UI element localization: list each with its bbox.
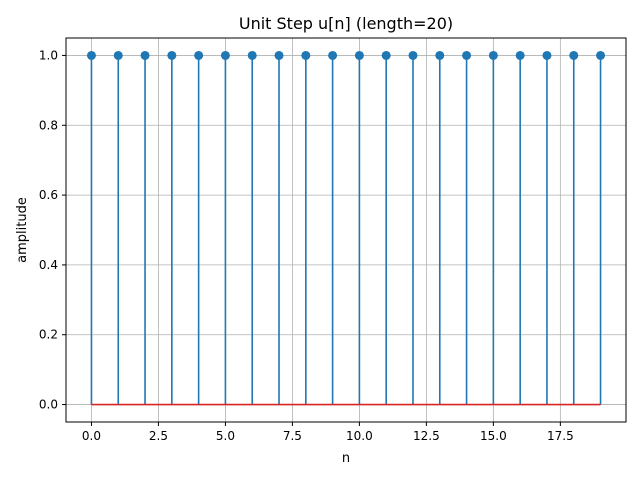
x-tick-label: 0.0	[82, 429, 101, 443]
stem-marker	[435, 50, 445, 60]
x-tick-label: 15.0	[480, 429, 507, 443]
stem-marker	[274, 50, 284, 60]
stem-marker	[113, 50, 123, 60]
y-axis-label: amplitude	[15, 197, 30, 263]
y-tick-label: 1.0	[39, 48, 58, 62]
stem-marker	[86, 50, 96, 60]
y-tick-label: 0.6	[39, 188, 58, 202]
stems	[86, 50, 606, 406]
stem-marker	[328, 50, 338, 60]
stem-marker	[542, 50, 552, 60]
stem-marker	[515, 50, 525, 60]
y-tick-label: 0.4	[39, 258, 58, 272]
plot-frame	[65, 37, 627, 423]
stem-marker	[488, 50, 498, 60]
stem-marker	[569, 50, 579, 60]
stem-marker	[462, 50, 472, 60]
x-axis-label: n	[342, 451, 350, 466]
chart-title: Unit Step u[n] (length=20)	[239, 14, 453, 33]
y-tick-label: 0.2	[39, 328, 58, 342]
x-tick-label: 10.0	[346, 429, 373, 443]
x-tick-label: 5.0	[216, 429, 235, 443]
stem-marker	[140, 50, 150, 60]
stem-marker	[354, 50, 364, 60]
stem-marker	[247, 50, 257, 60]
stem-marker	[301, 50, 311, 60]
x-tick-label: 2.5	[149, 429, 168, 443]
x-tick-label: 17.5	[547, 429, 574, 443]
stem-marker	[167, 50, 177, 60]
y-tick-label: 0.8	[39, 118, 58, 132]
stem-marker	[596, 50, 606, 60]
stem-marker	[408, 50, 418, 60]
x-tick-label: 7.5	[283, 429, 302, 443]
x-tick-label: 12.5	[413, 429, 440, 443]
stem-marker	[381, 50, 391, 60]
y-tick-label: 0.0	[39, 398, 58, 412]
stem-marker	[220, 50, 230, 60]
axes: 0.0 2.5 5.0 7.5 10.0 12.5 15.0 17.5 0.0 0.2 0.4 0.6…	[39, 37, 627, 443]
stem-marker	[194, 50, 204, 60]
